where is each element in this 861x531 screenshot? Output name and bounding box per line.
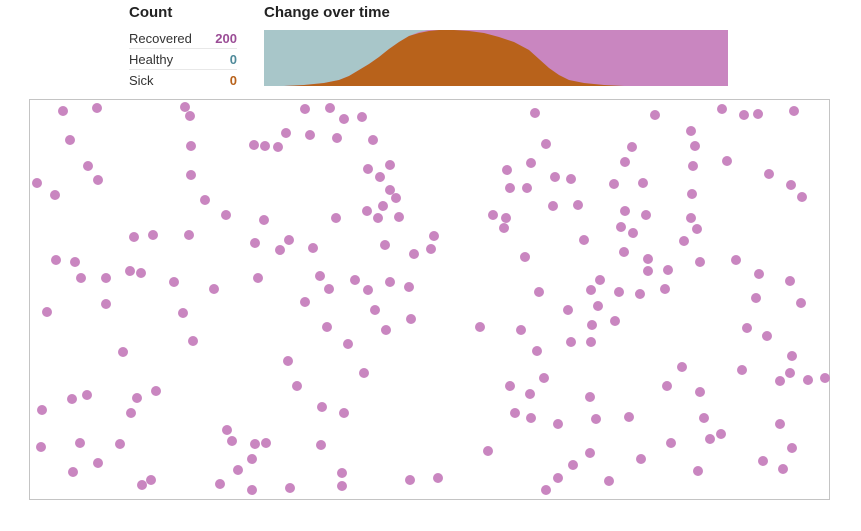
count-table: Recovered 200 Healthy 0 Sick 0 xyxy=(129,28,237,90)
history-chart-title: Change over time xyxy=(264,4,390,21)
count-row-recovered: Recovered 200 xyxy=(129,28,237,49)
history-chart xyxy=(264,30,728,86)
simulation-area xyxy=(29,99,830,500)
history-sick-area xyxy=(264,30,624,86)
healthy-value: 0 xyxy=(229,51,237,67)
count-row-healthy: Healthy 0 xyxy=(129,49,237,70)
sick-label: Sick xyxy=(129,72,154,88)
count-title: Count xyxy=(129,4,173,21)
count-row-sick: Sick 0 xyxy=(129,70,237,90)
sick-value: 0 xyxy=(229,72,237,88)
healthy-label: Healthy xyxy=(129,51,174,67)
history-healthy-area xyxy=(264,30,428,86)
recovered-value: 200 xyxy=(215,30,237,46)
recovered-label: Recovered xyxy=(129,30,192,46)
